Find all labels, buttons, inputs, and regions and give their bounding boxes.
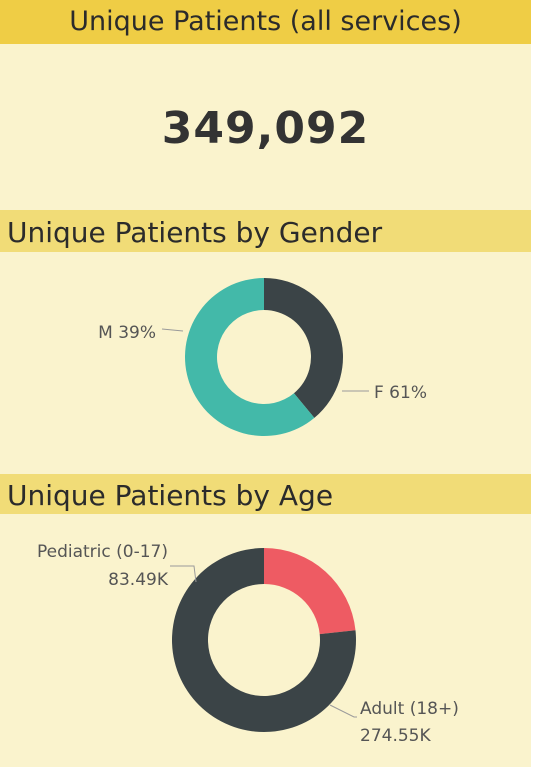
total-patients-header: Unique Patients (all services) (0, 0, 531, 44)
gender-label-f: F 61% (374, 383, 427, 403)
gender-label-m: M 39% (98, 323, 156, 343)
age-donut-chart[interactable]: Pediatric (0-17) 83.49K Adult (18+) 274.… (0, 514, 531, 767)
age-label-adult-name: Adult (18+) (360, 699, 459, 719)
age-label-adult-value: 274.55K (360, 726, 431, 746)
age-label-pediatric-name: Pediatric (0-17) (37, 542, 168, 562)
age-leader-line-adult (329, 704, 357, 718)
gender-slice-m[interactable] (264, 278, 344, 418)
age-slice-adult-18[interactable] (172, 548, 356, 732)
gender-donut-chart[interactable]: M 39% F 61% (0, 252, 531, 474)
age-slice-pediatric-0-17[interactable] (264, 548, 356, 635)
gender-leader-line-m (161, 328, 184, 332)
age-label-pediatric-value: 83.49K (108, 570, 169, 590)
age-leader-line-pediatric (170, 565, 197, 583)
gender-slice-f[interactable] (185, 278, 315, 436)
total-patients-value: 349,092 (161, 103, 370, 154)
gender-chart-header: Unique Patients by Gender (0, 210, 531, 252)
age-chart-header: Unique Patients by Age (0, 474, 531, 514)
